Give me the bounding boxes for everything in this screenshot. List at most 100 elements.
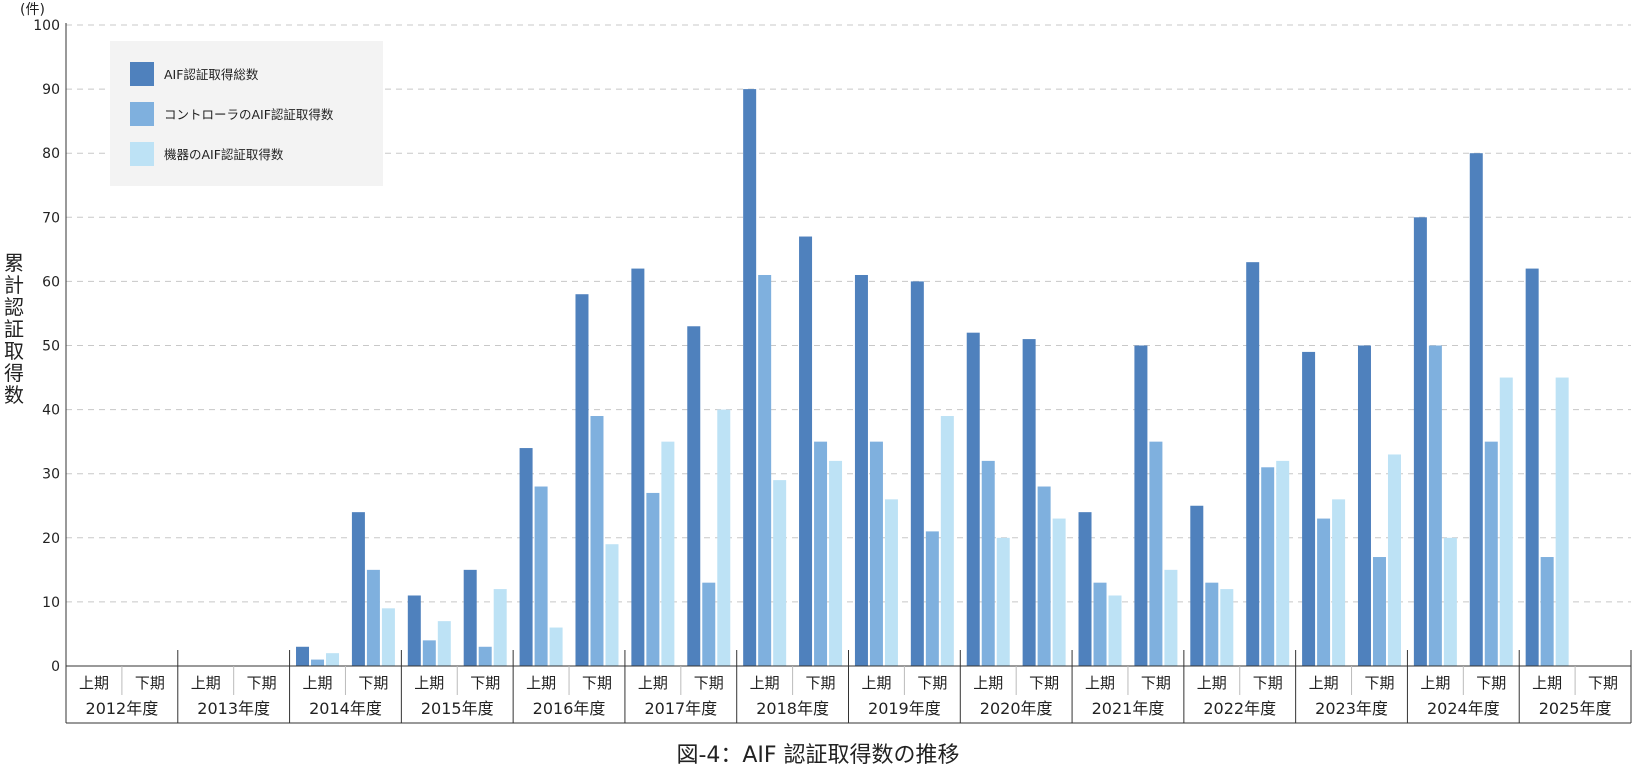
bar-series-3-group-15	[884, 499, 898, 666]
half-label: 下期	[1141, 674, 1171, 692]
bar-series-3-group-9	[549, 627, 563, 666]
bar-series-2-group-19	[1093, 582, 1107, 666]
bar-series-2-group-20	[1149, 441, 1163, 666]
bar-series-1-group-8	[463, 569, 477, 666]
y-tick-label: 20	[42, 531, 60, 547]
y-unit-label: (件)	[20, 2, 45, 18]
half-label: 上期	[414, 674, 444, 692]
half-label: 下期	[1253, 674, 1283, 692]
year-label: 2019年度	[868, 699, 941, 718]
legend-swatch-1	[130, 62, 154, 86]
legend-label-1: AIF認証取得総数	[164, 67, 259, 82]
bar-series-1-group-17	[966, 332, 980, 666]
year-label: 2013年度	[197, 699, 270, 718]
bar-series-2-group-21	[1205, 582, 1219, 666]
bar-series-3-group-11	[661, 441, 675, 666]
bar-series-1-group-13	[743, 89, 757, 667]
bar-series-1-group-19	[1078, 512, 1092, 666]
bar-series-3-group-8	[493, 589, 507, 666]
year-label: 2017年度	[644, 699, 717, 718]
bar-series-1-group-10	[575, 294, 589, 666]
bar-series-1-group-26	[1469, 153, 1483, 666]
bar-series-2-group-22	[1261, 467, 1275, 666]
year-label: 2022年度	[1203, 699, 1276, 718]
y-tick-label: 30	[42, 467, 60, 483]
year-label: 2024年度	[1427, 699, 1500, 718]
bar-series-2-group-7	[422, 640, 436, 666]
bar-series-1-group-15	[854, 274, 868, 666]
year-label: 2018年度	[756, 699, 829, 718]
half-label: 下期	[1588, 674, 1618, 692]
half-label: 下期	[1364, 674, 1394, 692]
half-label: 上期	[861, 674, 891, 692]
legend-label-2: コントローラのAIF認証取得数	[164, 107, 334, 122]
bar-series-3-group-24	[1387, 454, 1401, 666]
bar-series-2-group-25	[1428, 345, 1442, 666]
half-label: 下期	[247, 674, 277, 692]
y-axis-label: 累計認証取得数	[4, 251, 24, 407]
half-label: 上期	[526, 674, 556, 692]
bar-series-1-group-12	[687, 326, 701, 666]
bar-series-3-group-22	[1276, 460, 1290, 666]
bar-series-2-group-16	[925, 531, 939, 666]
bar-series-3-group-16	[940, 416, 954, 666]
bar-series-3-group-6	[381, 608, 395, 666]
bar-series-1-group-27	[1525, 268, 1539, 666]
y-tick-label: 50	[42, 339, 60, 355]
bar-series-3-group-7	[437, 621, 451, 666]
bar-series-1-group-20	[1134, 345, 1148, 666]
half-label: 下期	[1029, 674, 1059, 692]
bar-series-3-group-13	[773, 480, 787, 666]
bar-series-2-group-26	[1484, 441, 1498, 666]
y-tick-label: 10	[42, 595, 60, 611]
half-label: 上期	[79, 674, 109, 692]
year-label: 2012年度	[86, 699, 159, 718]
bar-series-2-group-8	[478, 646, 492, 666]
bar-series-3-group-26	[1499, 377, 1513, 666]
bar-series-3-group-18	[1052, 518, 1066, 666]
bar-series-1-group-11	[631, 268, 645, 666]
bar-series-1-group-9	[519, 448, 533, 666]
y-tick-label: 0	[51, 659, 60, 675]
year-label: 2021年度	[1092, 699, 1165, 718]
year-label: 2020年度	[980, 699, 1053, 718]
category-table: 上期 下期 2012年度 上期 下期 2013年度 上期 下期 2014年度 上期 下期 2015年度…	[65, 650, 1632, 724]
half-label: 上期	[191, 674, 221, 692]
bar-series-1-group-6	[351, 512, 365, 666]
half-label: 下期	[917, 674, 947, 692]
bar-series-2-group-23	[1317, 518, 1331, 666]
year-label: 2016年度	[533, 699, 606, 718]
y-tick-label: 40	[42, 403, 60, 419]
year-label: 2015年度	[421, 699, 494, 718]
bar-series-3-group-14	[829, 460, 843, 666]
bar-series-2-group-9	[534, 486, 548, 666]
bar-series-2-group-24	[1372, 557, 1386, 666]
bar-series-2-group-11	[646, 492, 660, 666]
bar-series-2-group-10	[590, 416, 604, 666]
bar-layer	[296, 89, 1569, 667]
bar-series-1-group-16	[910, 281, 924, 666]
bar-series-3-group-17	[996, 537, 1010, 666]
bar-series-2-group-15	[869, 441, 883, 666]
year-label: 2025年度	[1539, 699, 1612, 718]
half-label: 上期	[638, 674, 668, 692]
legend-box	[110, 41, 383, 186]
bar-series-2-group-14	[814, 441, 828, 666]
bar-series-1-group-18	[1022, 339, 1036, 666]
bar-series-2-group-13	[758, 274, 772, 666]
half-label: 下期	[358, 674, 388, 692]
half-label: 上期	[1197, 674, 1227, 692]
y-tick-label: 100	[33, 18, 60, 34]
bar-series-1-group-22	[1246, 262, 1260, 666]
bar-series-3-group-20	[1164, 569, 1178, 666]
half-label: 下期	[470, 674, 500, 692]
y-tick-label: 90	[42, 82, 60, 98]
half-label: 下期	[806, 674, 836, 692]
half-label: 上期	[973, 674, 1003, 692]
bar-series-1-group-23	[1302, 351, 1316, 666]
half-label: 上期	[1532, 674, 1562, 692]
half-label: 下期	[582, 674, 612, 692]
bar-series-3-group-5	[326, 653, 340, 666]
